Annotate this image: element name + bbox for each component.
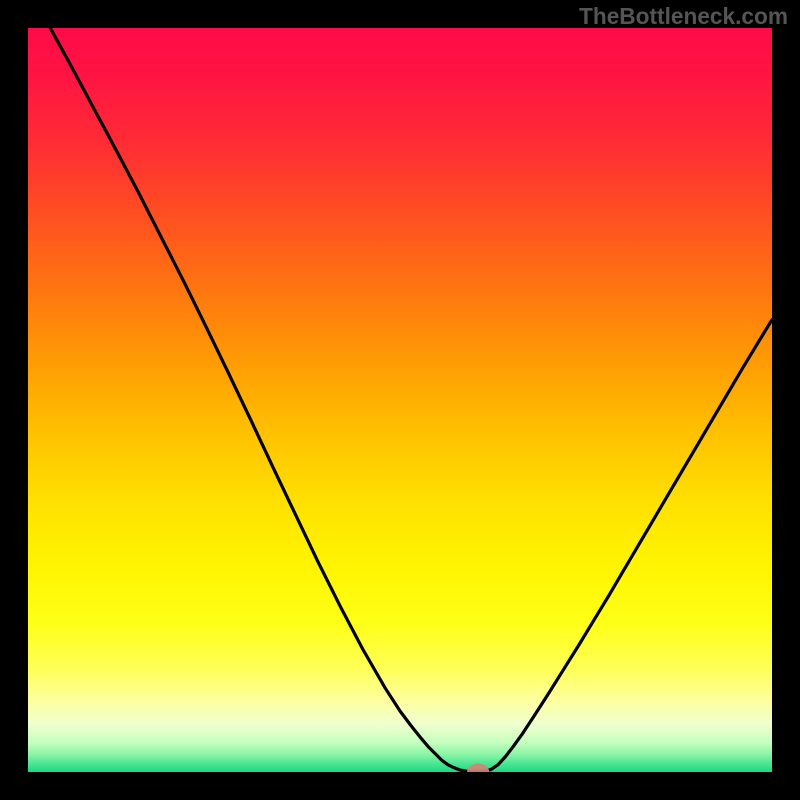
bottleneck-chart — [0, 0, 800, 800]
watermark-text: TheBottleneck.com — [579, 3, 788, 30]
plot-gradient-background — [28, 28, 772, 772]
